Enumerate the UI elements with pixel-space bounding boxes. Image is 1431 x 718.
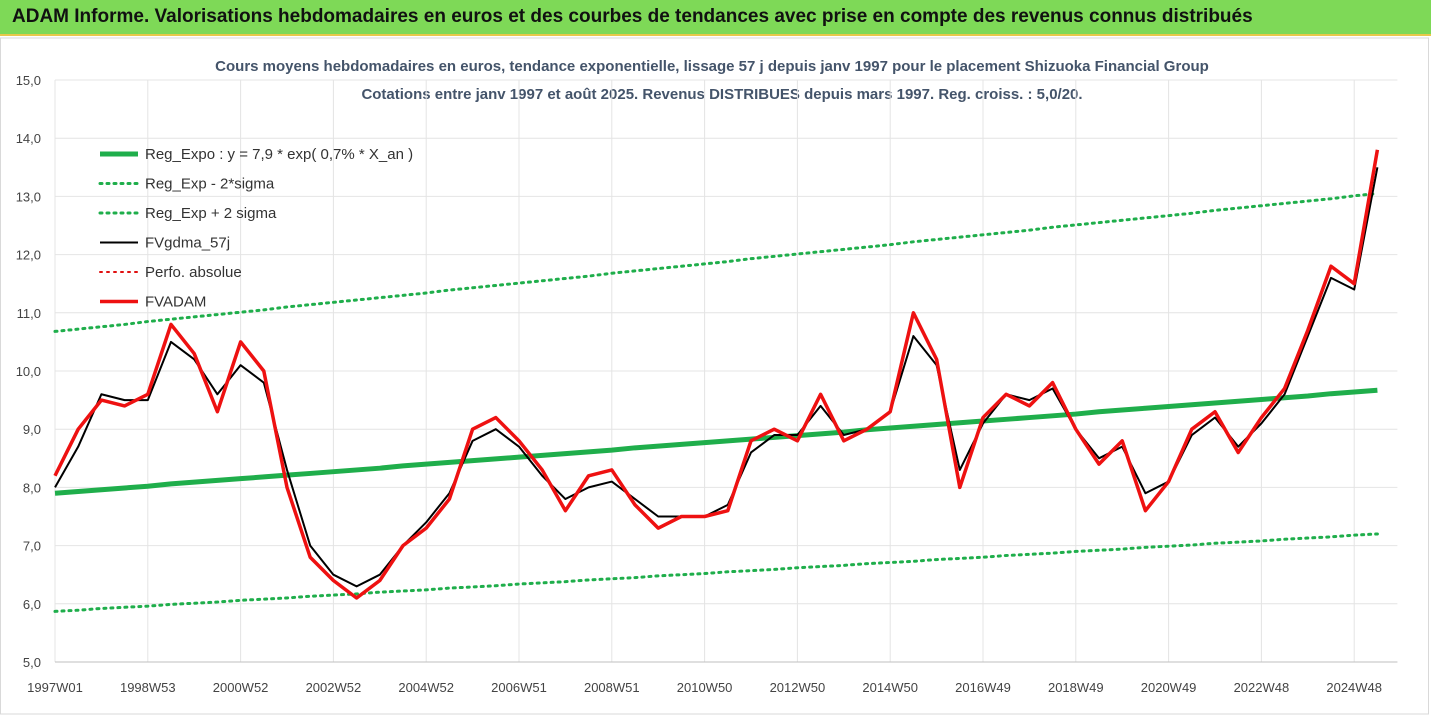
y-tick-label: 9,0 (23, 422, 41, 437)
y-tick-label: 5,0 (23, 655, 41, 670)
y-tick-label: 12,0 (16, 248, 41, 263)
x-tick-label: 2016W49 (955, 680, 1011, 695)
legend-label: Perfo. absolue (145, 264, 242, 281)
legend-label: Reg_Expo : y = 7,9 * exp( 0,7% * X_an ) (145, 146, 413, 163)
y-tick-label: 7,0 (23, 539, 41, 554)
x-tick-label: 2004W52 (398, 680, 454, 695)
legend-label: FVADAM (145, 294, 206, 311)
y-tick-label: 8,0 (23, 480, 41, 495)
legend-label: FVgdma_57j (145, 235, 230, 252)
x-tick-label: 2010W50 (677, 680, 733, 695)
x-tick-label: 2022W48 (1234, 680, 1290, 695)
x-tick-label: 2012W50 (770, 680, 826, 695)
chart: Cours moyens hebdomadaires en euros, ten… (0, 37, 1429, 715)
x-tick-label: 2000W52 (213, 680, 269, 695)
x-tick-label: 2018W49 (1048, 680, 1104, 695)
series-line (53, 149, 1380, 600)
x-tick-label: 2024W48 (1326, 680, 1382, 695)
chart-title: Cours moyens hebdomadaires en euros, ten… (215, 58, 1209, 75)
header-bar: ADAM Informe. Valorisations hebdomadaire… (0, 0, 1431, 36)
x-tick-label: 2006W51 (491, 680, 547, 695)
x-tick-label: 2008W51 (584, 680, 640, 695)
x-tick-label: 2020W49 (1141, 680, 1197, 695)
y-tick-label: 13,0 (16, 189, 41, 204)
y-tick-label: 11,0 (17, 306, 41, 321)
series-line (54, 387, 1378, 496)
x-tick-label: 2002W52 (306, 680, 362, 695)
y-tick-label: 14,0 (16, 131, 41, 146)
chart-frame (0, 37, 1429, 715)
y-tick-label: 10,0 (16, 364, 41, 379)
chart-subtitle: Cotations entre janv 1997 et août 2025. … (361, 86, 1082, 103)
x-tick-label: 1997W01 (27, 680, 83, 695)
y-tick-label: 6,0 (23, 597, 41, 612)
y-tick-label: 15,0 (16, 73, 41, 88)
legend-label: Reg_Exp - 2*sigma (145, 176, 275, 193)
series-line (53, 191, 1379, 333)
x-tick-label: 2014W50 (862, 680, 918, 695)
x-tick-label: 1998W53 (120, 680, 176, 695)
legend-label: Reg_Exp + 2 sigma (145, 205, 277, 222)
header-title: ADAM Informe. Valorisations hebdomadaire… (12, 6, 1253, 27)
